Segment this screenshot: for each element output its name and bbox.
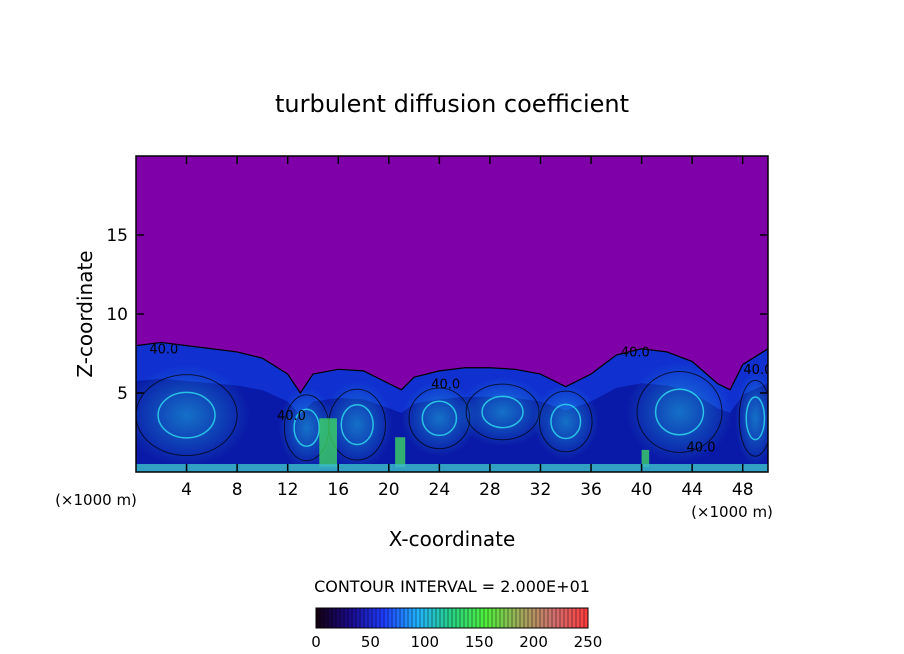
- eddy-contour: [538, 390, 593, 453]
- contour-label: 40.0: [149, 343, 178, 358]
- eddy-core-contour: [745, 396, 766, 441]
- chart-title: turbulent diffusion coefficient: [275, 90, 629, 118]
- x-tick-label: 8: [232, 480, 243, 500]
- x-unit-left: (×1000 m): [55, 491, 137, 509]
- contour-label: 40.0: [621, 346, 650, 361]
- x-tick-label: 36: [580, 480, 602, 500]
- colorbar-tick-label: 100: [410, 633, 439, 651]
- x-axis-label: X-coordinate: [389, 527, 516, 551]
- x-tick-label: 48: [732, 480, 754, 500]
- x-axis: 4 8 12 16 20 24 28 32 36 40 44 48: [181, 156, 754, 500]
- y-axis: 5 10 15: [106, 226, 768, 404]
- colorbar-title: CONTOUR INTERVAL = 2.000E+01: [314, 577, 590, 596]
- eddy-core-contour: [340, 403, 374, 446]
- eddy-glow: [321, 380, 393, 469]
- eddy-glow: [735, 370, 768, 466]
- x-tick-label: 24: [429, 480, 451, 500]
- y-tick-label: 10: [106, 305, 128, 325]
- y-axis-label: Z-coordinate: [73, 250, 97, 377]
- y-tick-label: 15: [106, 226, 128, 246]
- colorbar-ticks: 0 50 100 150 200 250: [311, 608, 602, 651]
- eddy-core-contour: [654, 388, 705, 436]
- updraft-plume: [641, 449, 650, 468]
- colorbar-tick-label: 250: [574, 633, 603, 651]
- eddy-glow: [401, 380, 478, 457]
- x-tick-label: 44: [681, 480, 703, 500]
- surface-layer: [136, 464, 768, 472]
- colorbar-tick-label: 0: [311, 633, 321, 651]
- contour-line-outer: [136, 341, 768, 395]
- colorbar-tick-label: 150: [465, 633, 494, 651]
- eddy-contour: [636, 371, 723, 453]
- contour-label: 40.0: [431, 377, 460, 392]
- x-unit-right: (×1000 m): [691, 503, 773, 521]
- x-tick-label: 32: [530, 480, 552, 500]
- eddy-glow: [136, 364, 250, 466]
- contour-label: 40.0: [687, 440, 716, 455]
- eddy-core-contour: [481, 395, 524, 429]
- x-tick-label: 4: [181, 480, 192, 500]
- x-tick-label: 40: [631, 480, 653, 500]
- colorbar-tick-label: 50: [361, 633, 380, 651]
- eddy-structures: [136, 361, 768, 469]
- eddy-contour: [136, 374, 238, 457]
- plot-area: 40.0 40.0 40.0 40.0 40.0 40.0: [136, 156, 772, 472]
- x-tick-label: 20: [378, 480, 400, 500]
- eddy-core-contour: [550, 403, 582, 440]
- contour-label: 40.0: [743, 363, 772, 378]
- updraft-plume: [319, 418, 337, 468]
- x-tick-label: 28: [479, 480, 501, 500]
- eddy-glow: [532, 383, 599, 460]
- updraft-plume: [395, 437, 406, 468]
- contour-labels: 40.0 40.0 40.0 40.0 40.0 40.0: [149, 343, 772, 456]
- eddy-glow: [457, 377, 549, 447]
- x-tick-label: 12: [277, 480, 299, 500]
- colorbar-tick-label: 200: [519, 633, 548, 651]
- x-tick-label: 16: [327, 480, 349, 500]
- eddy-glow: [626, 361, 733, 463]
- eddy-core-contour: [293, 408, 320, 447]
- eddy-core-contour: [421, 400, 458, 437]
- eddy-contour: [738, 379, 768, 457]
- contour-label: 40.0: [277, 409, 306, 424]
- eddy-core-contour: [157, 391, 216, 439]
- y-tick-label: 5: [117, 384, 128, 404]
